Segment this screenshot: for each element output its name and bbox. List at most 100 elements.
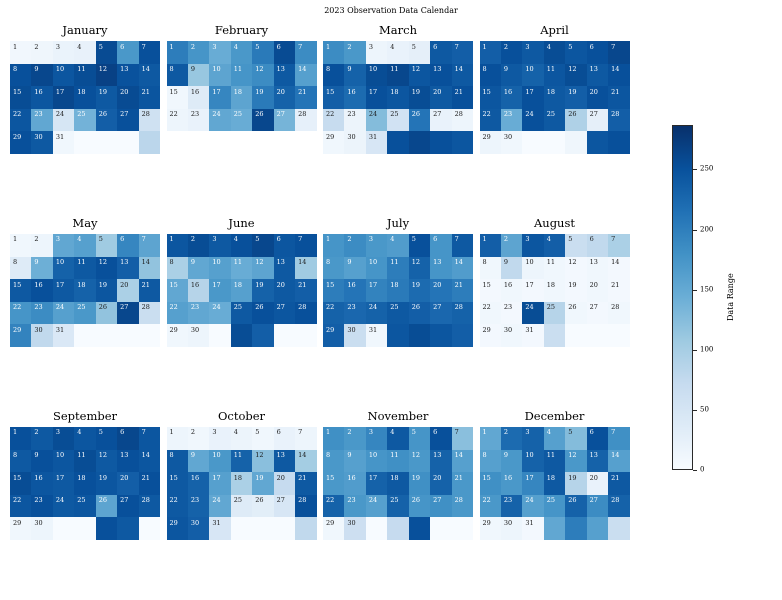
day-number: 11: [77, 451, 86, 460]
day-cell: 3: [522, 426, 544, 450]
day-number: 17: [212, 87, 221, 96]
day-number: 13: [120, 451, 129, 460]
day-cell: [252, 517, 274, 540]
day-cell: 23: [500, 108, 523, 132]
day-cell: 21: [138, 86, 160, 109]
day-cell: [295, 324, 317, 347]
month-day-grid: 1 2 3 4 5 6 7 8 9 10 11 12 13 14 15 16 17 18 19 20 21 22 23 24 2…: [479, 41, 630, 154]
day-number: 21: [611, 280, 620, 289]
day-cell: [451, 131, 473, 154]
day-cell: 10: [209, 256, 231, 280]
months-grid: January 1 2 3 4 5 6 7 8 9 10 11 12 13 14 15 16 17 18 19 20 21…: [10, 22, 630, 540]
day-number: 24: [368, 496, 378, 505]
day-number: 27: [120, 303, 129, 312]
day-cell: 1: [10, 426, 32, 450]
day-cell: [387, 324, 409, 347]
day-cell: 5: [95, 233, 118, 257]
day-cell: 6: [430, 233, 452, 257]
day-number: 5: [98, 428, 103, 437]
day-number: 24: [368, 110, 378, 119]
day-cell: [586, 517, 609, 540]
day-cell: 29: [10, 131, 32, 154]
day-cell: 14: [451, 256, 473, 280]
day-number: 14: [141, 258, 150, 267]
day-cell: 23: [31, 494, 53, 518]
day-cell: [138, 324, 160, 347]
day-number: 5: [411, 428, 416, 437]
day-cell: 14: [451, 449, 473, 473]
day-number: 10: [368, 258, 378, 267]
day-cell: 4: [387, 426, 409, 450]
day-cell: 31: [52, 131, 75, 154]
day-cell: 16: [31, 279, 53, 302]
day-number: 7: [611, 428, 616, 437]
day-cell: 14: [295, 256, 317, 280]
day-number: 28: [298, 496, 307, 505]
day-number: 22: [13, 496, 22, 505]
day-cell: 30: [344, 131, 366, 154]
day-cell: 30: [500, 517, 523, 540]
day-number: 22: [326, 110, 335, 119]
day-cell: 14: [451, 63, 473, 87]
day-cell: 4: [543, 233, 566, 257]
day-cell: 3: [209, 41, 231, 64]
day-cell: 19: [408, 86, 431, 109]
day-number: 9: [347, 258, 352, 267]
day-number: 13: [433, 65, 442, 74]
day-cell: 20: [586, 86, 609, 109]
day-number: 4: [546, 42, 551, 51]
day-number: 8: [326, 258, 331, 267]
day-cell: 2: [31, 426, 53, 450]
day-number: 15: [482, 473, 491, 482]
day-number: 31: [368, 132, 378, 141]
day-number: 10: [55, 65, 65, 74]
day-number: 7: [141, 428, 146, 437]
day-number: 27: [433, 110, 442, 119]
day-number: 4: [390, 428, 395, 437]
day-number: 17: [55, 473, 65, 482]
day-cell: 23: [500, 494, 523, 518]
month-title: December: [524, 408, 585, 423]
day-cell: 18: [387, 279, 409, 302]
day-number: 8: [326, 451, 331, 460]
day-cell: 27: [586, 301, 609, 325]
day-cell: 22: [10, 301, 32, 325]
day-cell: [430, 517, 452, 540]
day-number: 13: [433, 451, 442, 460]
day-cell: 4: [230, 426, 253, 450]
day-number: 16: [503, 280, 513, 289]
day-number: 24: [212, 303, 221, 312]
day-number: 14: [298, 258, 307, 267]
day-cell: 23: [187, 301, 210, 325]
day-number: 27: [276, 110, 285, 119]
day-cell: 25: [230, 108, 253, 132]
day-cell: 9: [187, 256, 210, 280]
day-number: 20: [276, 87, 285, 96]
month-title: February: [214, 23, 269, 37]
day-cell: 3: [52, 426, 75, 450]
day-cell: 9: [500, 449, 523, 473]
day-number: 6: [120, 42, 125, 51]
day-cell: [586, 324, 609, 347]
day-cell: 9: [31, 256, 53, 280]
day-cell: 16: [344, 472, 366, 495]
day-cell: [430, 131, 452, 154]
day-number: 13: [120, 258, 129, 267]
day-number: 15: [169, 473, 178, 482]
day-cell: 15: [479, 279, 501, 302]
day-number: 22: [326, 496, 335, 505]
day-number: 26: [568, 303, 577, 312]
day-number: 27: [433, 496, 442, 505]
day-cell: 24: [209, 108, 231, 132]
day-number: 15: [169, 87, 178, 96]
month-day-grid: 1 2 3 4 5 6 7 8 9 10 11 12 13 14 15 16 17 18 19 20 21 22 23 24 2…: [10, 41, 160, 154]
day-cell: 25: [230, 494, 253, 518]
day-number: 14: [454, 65, 463, 74]
day-number: 18: [546, 473, 556, 482]
day-number: 17: [212, 473, 221, 482]
day-cell: 8: [166, 449, 188, 473]
day-number: 29: [482, 132, 491, 141]
month-panel-july: July 1 2 3 4 5 6 7 8 9 10 11 12 13 14 15 16 17 18 19 20 21 22 2…: [323, 215, 473, 347]
month-panel-august: August 1 2 3 4 5 6 7 8 9 10 11 12 13 14 15 16 17 18 19 20 21 2…: [479, 215, 630, 347]
day-cell: 19: [95, 279, 118, 302]
